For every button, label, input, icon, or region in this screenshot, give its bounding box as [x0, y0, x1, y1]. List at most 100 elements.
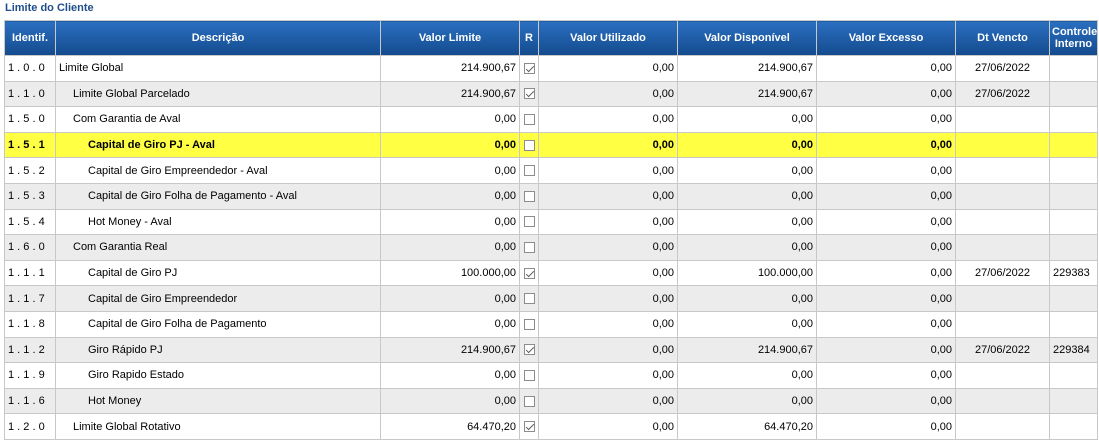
r-checkbox[interactable] [523, 421, 535, 433]
cell-identif: 1 . 1 . 1 [4, 259, 56, 287]
cell-valor-excesso: 0,00 [816, 131, 956, 159]
cell-valor-limite: 0,00 [380, 310, 520, 338]
r-checkbox[interactable] [523, 395, 535, 407]
table-row[interactable]: 1 . 1 . 8 Capital de Giro Folha de Pagame… [4, 310, 1098, 338]
cell-r [519, 259, 539, 287]
cell-identif: 1 . 5 . 4 [4, 208, 56, 236]
table-row[interactable]: 1 . 1 . 6 Hot Money 0,00 0,00 0,00 0,00 [4, 387, 1098, 415]
col-header-valor-excesso[interactable]: Valor Excesso [816, 20, 956, 56]
cell-descricao: Capital de Giro Empreendedor - Aval [55, 157, 381, 184]
col-header-identif[interactable]: Identif. [4, 20, 56, 56]
table-row[interactable]: 1 . 2 . 0 Limite Global Rotativo 64.470,20… [4, 413, 1098, 440]
cell-identif: 1 . 0 . 0 [4, 55, 56, 82]
col-header-valor-utilizado[interactable]: Valor Utilizado [538, 20, 678, 56]
r-checkbox[interactable] [523, 139, 535, 151]
cell-valor-disponivel: 0,00 [677, 131, 817, 159]
r-checkbox[interactable] [523, 62, 535, 74]
cell-controle-interno [1049, 182, 1098, 210]
cell-controle-interno [1049, 208, 1098, 236]
cell-valor-disponivel: 0,00 [677, 208, 817, 236]
cell-valor-limite: 214.900,67 [380, 336, 520, 364]
cell-controle-interno [1049, 234, 1098, 261]
cell-identif: 1 . 5 . 2 [4, 157, 56, 184]
cell-valor-disponivel: 0,00 [677, 106, 817, 133]
cell-valor-excesso: 0,00 [816, 157, 956, 184]
cell-valor-limite: 0,00 [380, 362, 520, 389]
cell-valor-disponivel: 214.900,67 [677, 80, 817, 108]
cell-descricao: Limite Global [55, 55, 381, 82]
cell-valor-utilizado: 0,00 [538, 80, 678, 108]
cell-descricao: Hot Money - Aval [55, 208, 381, 236]
col-header-valor-disponivel[interactable]: Valor Disponível [677, 20, 817, 56]
col-header-dt-vencto[interactable]: Dt Vencto [955, 20, 1050, 56]
cell-valor-excesso: 0,00 [816, 259, 956, 287]
cell-valor-limite: 0,00 [380, 285, 520, 312]
cell-controle-interno: 229384 [1049, 336, 1098, 364]
cell-dt-vencto: 27/06/2022 [955, 55, 1050, 82]
cell-dt-vencto [955, 208, 1050, 236]
table-row[interactable]: 1 . 5 . 3 Capital de Giro Folha de Pagame… [4, 182, 1098, 210]
cell-valor-utilizado: 0,00 [538, 362, 678, 389]
table-row[interactable]: 1 . 1 . 0 Limite Global Parcelado 214.900,… [4, 80, 1098, 108]
cell-descricao: Capital de Giro PJ [55, 259, 381, 287]
r-checkbox[interactable] [523, 88, 535, 100]
r-checkbox[interactable] [523, 242, 535, 254]
col-header-valor-limite[interactable]: Valor Limite [380, 20, 520, 56]
cell-dt-vencto [955, 362, 1050, 389]
cell-dt-vencto: 27/06/2022 [955, 80, 1050, 108]
table-row[interactable]: 1 . 5 . 2 Capital de Giro Empreendedor - … [4, 157, 1098, 184]
cell-valor-excesso: 0,00 [816, 362, 956, 389]
cell-r [519, 182, 539, 210]
cell-controle-interno [1049, 362, 1098, 389]
table-row[interactable]: 1 . 1 . 9 Giro Rapido Estado 0,00 0,00 0,00 0… [4, 362, 1098, 389]
cell-dt-vencto [955, 234, 1050, 261]
cell-identif: 1 . 1 . 8 [4, 310, 56, 338]
r-checkbox[interactable] [523, 114, 535, 126]
table-row[interactable]: 1 . 1 . 7 Capital de Giro Empreendedor 0,0… [4, 285, 1098, 312]
r-checkbox[interactable] [523, 165, 535, 177]
col-header-descricao[interactable]: Descrição [55, 20, 381, 56]
cell-valor-utilizado: 0,00 [538, 208, 678, 236]
cell-dt-vencto: 27/06/2022 [955, 259, 1050, 287]
cell-controle-interno [1049, 413, 1098, 440]
page-title: Limite do Cliente [5, 2, 94, 14]
r-checkbox[interactable] [523, 216, 535, 228]
table-row[interactable]: 1 . 6 . 0 Com Garantia Real 0,00 0,00 0,00 0,… [4, 234, 1098, 261]
r-checkbox[interactable] [523, 267, 535, 279]
cell-identif: 1 . 6 . 0 [4, 234, 56, 261]
cell-r [519, 413, 539, 440]
col-header-controle-interno[interactable]: Controle Interno [1049, 20, 1098, 56]
cell-valor-limite: 214.900,67 [380, 80, 520, 108]
cell-valor-disponivel: 214.900,67 [677, 336, 817, 364]
cell-r [519, 208, 539, 236]
cell-valor-excesso: 0,00 [816, 310, 956, 338]
cell-valor-limite: 0,00 [380, 234, 520, 261]
cell-valor-limite: 100.000,00 [380, 259, 520, 287]
cell-dt-vencto [955, 157, 1050, 184]
cell-controle-interno [1049, 387, 1098, 415]
cell-descricao: Com Garantia Real [55, 234, 381, 261]
r-checkbox[interactable] [523, 318, 535, 330]
cell-valor-limite: 64.470,20 [380, 413, 520, 440]
r-checkbox[interactable] [523, 344, 535, 356]
cell-valor-disponivel: 64.470,20 [677, 413, 817, 440]
r-checkbox[interactable] [523, 293, 535, 305]
r-checkbox[interactable] [523, 190, 535, 202]
table-row[interactable]: 1 . 5 . 0 Com Garantia de Aval 0,00 0,00 0,0… [4, 106, 1098, 133]
cell-r [519, 310, 539, 338]
table-row[interactable]: 1 . 1 . 2 Giro Rápido PJ 214.900,67 0,00 214… [4, 336, 1098, 364]
col-header-r[interactable]: R [519, 20, 539, 56]
cell-dt-vencto [955, 131, 1050, 159]
cell-identif: 1 . 1 . 0 [4, 80, 56, 108]
cell-valor-limite: 0,00 [380, 387, 520, 415]
cell-descricao: Capital de Giro Folha de Pagamento [55, 310, 381, 338]
table-row[interactable]: 1 . 0 . 0 Limite Global 214.900,67 0,00 214.… [4, 55, 1098, 82]
table-row[interactable]: 1 . 5 . 1 Capital de Giro PJ - Aval 0,00 0,… [4, 131, 1098, 159]
table-row[interactable]: 1 . 1 . 1 Capital de Giro PJ 100.000,00 0,0… [4, 259, 1098, 287]
cell-valor-utilizado: 0,00 [538, 55, 678, 82]
cell-valor-excesso: 0,00 [816, 336, 956, 364]
table-row[interactable]: 1 . 5 . 4 Hot Money - Aval 0,00 0,00 0,00 0,0… [4, 208, 1098, 236]
cell-valor-excesso: 0,00 [816, 413, 956, 440]
r-checkbox[interactable] [523, 370, 535, 382]
cell-identif: 1 . 5 . 1 [4, 131, 56, 159]
